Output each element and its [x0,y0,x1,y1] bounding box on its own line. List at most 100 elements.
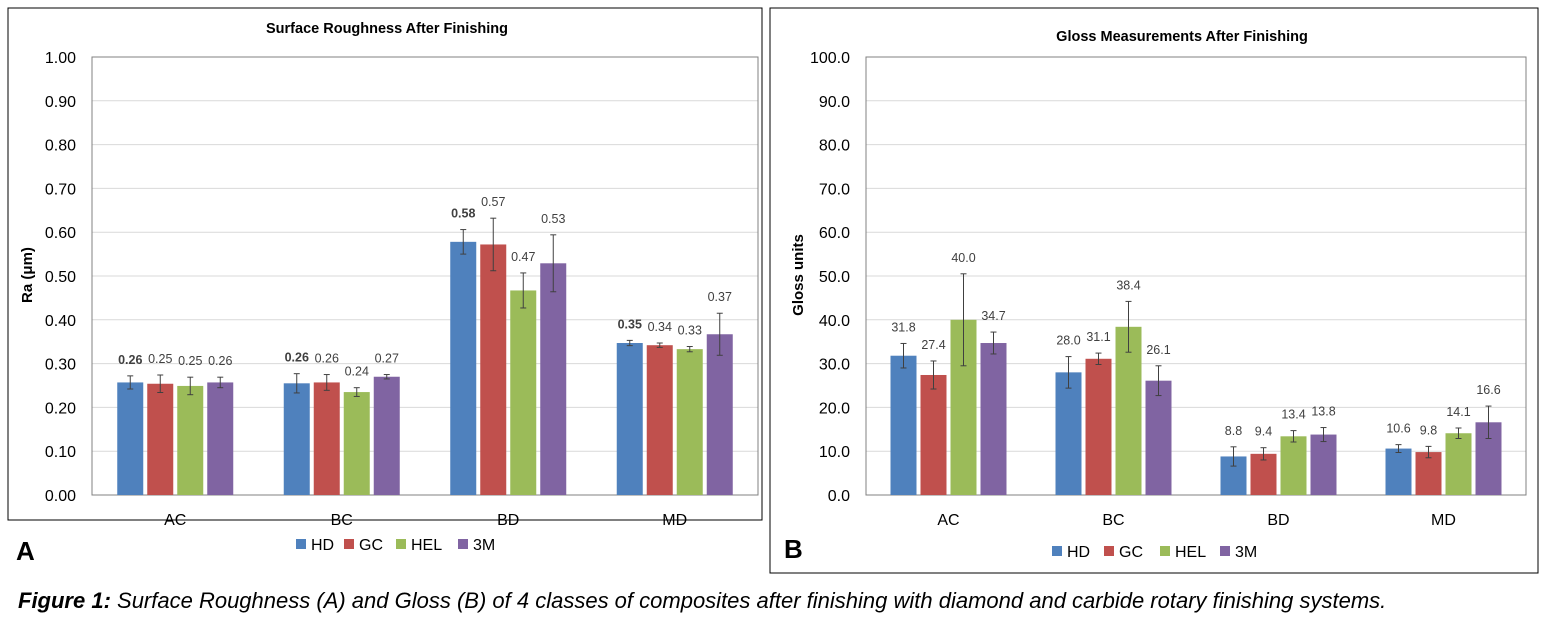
bar-gc-bd [1250,453,1277,495]
x-tick-label: BC [1102,512,1124,529]
bar-3m-md [706,334,733,495]
y-tick-label: 0.50 [45,269,76,286]
figure-caption: Figure 1: Surface Roughness (A) and Glos… [18,588,1386,614]
data-label: 10.6 [1386,422,1410,436]
legend-label-3m: 3M [1235,544,1257,561]
bar-gc-bc [1085,358,1112,495]
y-tick-label: 0.00 [45,488,76,505]
bar-gc-md [1415,452,1442,495]
data-label: 40.0 [951,251,975,265]
legend-label-hd: HD [311,537,334,554]
data-label: 0.26 [285,351,309,365]
legend-swatch-hel [1160,546,1170,556]
legend-label-3m: 3M [473,537,495,554]
data-label: 0.57 [481,195,505,209]
x-tick-label: BC [331,512,353,529]
legend-label-gc: GC [1119,544,1143,561]
bar-hel-bd [1280,436,1307,495]
legend-swatch-3m [1220,546,1230,556]
chart-panel-a: 0.00 0.10 0.20 0.30 0.40 0.50 0.60 0.70 0.80 0.90… [7,7,763,566]
bar-hel-md [1445,433,1472,495]
data-label: 34.7 [981,309,1005,323]
y-tick-label: 0.10 [45,444,76,461]
y-tick-label: 100.0 [810,50,850,67]
y-tick-label: 0.40 [45,313,76,330]
bar-3m-bd [1310,434,1337,495]
y-tick-label: 10.0 [819,444,850,461]
legend-label-hd: HD [1067,544,1090,561]
panel-label: B [784,534,803,564]
y-tick-label: 90.0 [819,94,850,111]
panel-frame [769,7,1539,574]
bar-hd-bc [283,383,310,495]
bar-gc-ac [147,383,174,495]
data-label: 31.1 [1086,330,1110,344]
data-label: 27.4 [921,338,945,352]
bar-hd-bd [450,241,477,495]
data-label: 26.1 [1146,343,1170,357]
x-tick-label: BD [1267,512,1289,529]
data-label: 0.26 [315,352,339,366]
bar-3m-bc [373,376,400,495]
x-tick-label: AC [164,512,186,529]
bar-hd-ac [890,355,917,495]
x-tick-label: BD [497,512,519,529]
bar-hd-ac [117,382,144,495]
data-label: 38.4 [1116,278,1140,292]
y-tick-label: 0.60 [45,225,76,242]
x-tick-label: MD [662,512,687,529]
data-label: 0.34 [648,320,672,334]
bar-hd-md [1385,448,1412,495]
bar-hd-bc [1055,372,1082,495]
y-axis-label: Ra (μm) [19,247,36,303]
y-tick-label: 80.0 [819,138,850,155]
bar-3m-ac [980,343,1007,495]
data-label: 0.27 [375,352,399,366]
bar-hel-bd [510,290,537,495]
panel-frame [7,7,763,521]
y-tick-label: 0.30 [45,357,76,374]
chart-panel-b: 0.0 10.0 20.0 30.0 40.0 50.0 60.0 70.0 80.0 90.0 1… [769,7,1539,574]
data-label: 0.37 [708,290,732,304]
y-tick-label: 0.20 [45,400,76,417]
y-tick-label: 1.00 [45,50,76,67]
y-tick-label: 20.0 [819,400,850,417]
data-label: 0.26 [208,354,232,368]
data-label: 0.35 [618,317,642,331]
data-label: 31.8 [891,320,915,334]
y-tick-label: 0.70 [45,181,76,198]
y-tick-label: 0.90 [45,94,76,111]
caption-label: Figure 1: [18,588,111,613]
y-axis-label: Gloss units [790,234,807,316]
bar-hd-md [616,343,643,495]
data-label: 0.33 [678,324,702,338]
data-label: 0.25 [148,352,172,366]
data-label: 9.8 [1420,423,1437,437]
data-label: 9.4 [1255,425,1272,439]
y-tick-label: 0.80 [45,138,76,155]
bar-3m-bc [1145,380,1172,495]
y-tick-label: 40.0 [819,313,850,330]
data-label: 28.0 [1056,334,1080,348]
data-label: 13.8 [1311,405,1335,419]
legend-swatch-hd [296,539,306,549]
y-tick-label: 70.0 [819,181,850,198]
bar-gc-md [646,345,673,495]
data-label: 0.58 [451,207,475,221]
chart-title: Surface Roughness After Finishing [266,21,508,37]
legend-label-hel: HEL [411,537,442,554]
bar-hel-bc [1115,326,1142,495]
data-label: 16.6 [1476,383,1500,397]
legend-swatch-gc [344,539,354,549]
legend-swatch-hd [1052,546,1062,556]
x-tick-label: AC [937,512,959,529]
bar-3m-bd [540,263,567,495]
legend-swatch-gc [1104,546,1114,556]
data-label: 0.53 [541,212,565,226]
bar-gc-ac [920,374,947,495]
panel-label: A [16,536,35,566]
y-tick-label: 50.0 [819,269,850,286]
y-tick-label: 60.0 [819,225,850,242]
data-label: 0.47 [511,250,535,264]
data-label: 0.24 [345,365,369,379]
